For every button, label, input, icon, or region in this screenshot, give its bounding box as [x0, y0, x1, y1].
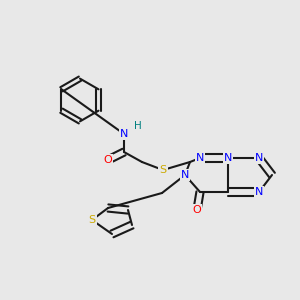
Text: H: H	[134, 121, 142, 131]
Text: N: N	[196, 153, 204, 163]
Text: N: N	[255, 187, 263, 197]
Text: N: N	[224, 153, 232, 163]
Text: N: N	[181, 170, 189, 180]
Text: N: N	[120, 129, 128, 139]
Text: S: S	[88, 215, 96, 225]
Text: S: S	[159, 165, 167, 175]
Text: N: N	[255, 153, 263, 163]
Text: O: O	[193, 205, 201, 215]
Text: O: O	[103, 155, 112, 165]
